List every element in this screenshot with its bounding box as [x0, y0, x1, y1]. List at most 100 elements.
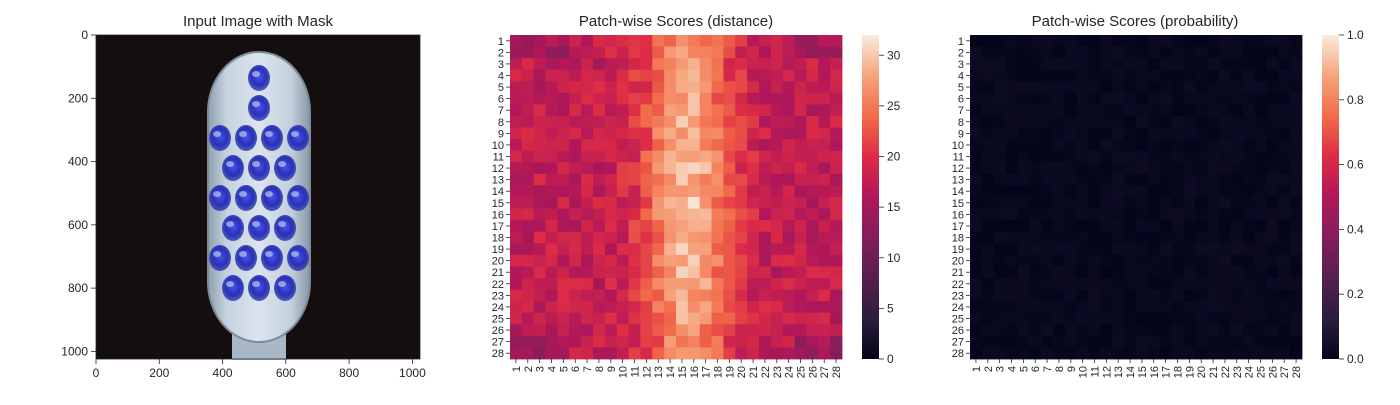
probability-cell — [1171, 266, 1184, 279]
distance-cell — [664, 46, 677, 59]
probability-cell — [1242, 208, 1255, 221]
probability-cell — [1124, 81, 1137, 94]
probability-cell — [1076, 197, 1089, 209]
distance-cell — [569, 266, 582, 279]
distance-cell — [794, 335, 807, 348]
distance-cell — [510, 324, 523, 337]
probability-y-tick-label: 4 — [958, 71, 964, 83]
probability-cell — [1147, 289, 1161, 302]
distance-cell — [569, 69, 582, 82]
probability-cell — [1242, 254, 1255, 267]
probability-cell — [1029, 220, 1042, 233]
bristle-highlight — [265, 191, 273, 197]
distance-cell — [640, 324, 653, 337]
probability-cell — [1254, 266, 1267, 279]
distance-cell — [652, 58, 665, 71]
distance-cell — [593, 185, 606, 198]
probability-cell — [1064, 231, 1078, 244]
probability-cell — [1207, 301, 1220, 314]
probability-cell — [1159, 208, 1172, 221]
probability-cell — [1005, 35, 1018, 47]
probability-cell — [1207, 220, 1220, 233]
probability-cell — [1124, 266, 1137, 279]
distance-cell — [510, 127, 523, 140]
probability-cell — [1230, 197, 1244, 209]
probability-cell — [1290, 46, 1303, 59]
probability-cell — [1041, 92, 1054, 105]
distance-cell — [628, 150, 641, 163]
probability-x-tick-label: 12 — [1101, 366, 1113, 378]
probability-cell — [1230, 173, 1244, 186]
probability-cell — [1041, 243, 1054, 256]
distance-cell — [759, 301, 772, 314]
distance-cell — [711, 104, 724, 117]
distance-cell — [557, 266, 570, 279]
probability-cell — [1207, 81, 1220, 94]
distance-cell — [676, 289, 689, 302]
probability-cell — [1195, 243, 1208, 256]
probability-cell — [1147, 127, 1161, 140]
distance-cell — [664, 197, 677, 209]
distance-cell — [723, 81, 736, 94]
bristle-tuft — [222, 155, 244, 181]
distance-cell — [510, 185, 523, 198]
bristle-highlight — [278, 281, 286, 287]
probability-cell — [1207, 104, 1220, 117]
distance-cell — [770, 266, 784, 279]
probability-cell — [1290, 35, 1303, 47]
distance-cell — [818, 266, 831, 279]
distance-colorbar-tick-label: 0 — [887, 352, 894, 366]
distance-cell — [616, 92, 629, 105]
probability-y-tick-label: 19 — [952, 244, 964, 256]
probability-cell — [1124, 312, 1137, 325]
bristle-tuft — [222, 215, 244, 241]
x-tick-label: 1000 — [399, 366, 426, 380]
distance-cell — [782, 301, 795, 314]
probability-cell — [1171, 162, 1184, 175]
distance-cell — [747, 46, 760, 59]
distance-cell — [735, 301, 748, 314]
probability-cell — [1124, 220, 1137, 233]
distance-cell — [545, 116, 558, 128]
probability-cell — [1076, 46, 1089, 59]
distance-cell — [818, 104, 831, 117]
probability-cell — [1195, 347, 1208, 360]
distance-cell — [545, 35, 558, 47]
probability-cell — [1171, 139, 1184, 152]
probability-cell — [1195, 301, 1208, 314]
distance-cell — [818, 301, 831, 314]
probability-cell — [1041, 312, 1054, 325]
bristle-highlight — [252, 161, 260, 167]
distance-cell — [581, 243, 594, 256]
probability-cell — [1230, 301, 1244, 314]
probability-cell — [1124, 35, 1137, 47]
probability-cell — [1100, 92, 1113, 105]
probability-cell — [1278, 173, 1291, 186]
distance-cell — [782, 69, 795, 82]
distance-y-tick-label: 15 — [492, 198, 504, 210]
distance-cell — [581, 312, 594, 325]
distance-cell — [794, 81, 807, 94]
distance-cell — [545, 220, 558, 233]
probability-cell — [1136, 243, 1149, 256]
probability-cell — [1183, 162, 1196, 175]
probability-cell — [1041, 301, 1054, 314]
probability-cell — [1266, 58, 1279, 71]
distance-cell — [640, 185, 653, 198]
x-tick-label: 400 — [213, 366, 233, 380]
distance-cell — [521, 266, 535, 279]
distance-cell — [818, 324, 831, 337]
probability-cell — [1017, 92, 1030, 105]
distance-cell — [782, 208, 795, 221]
probability-cell — [1088, 301, 1101, 314]
distance-cell — [699, 185, 712, 198]
distance-cell — [759, 220, 772, 233]
probability-colorbar-tick-label: 0.2 — [1347, 287, 1364, 301]
probability-cell — [1230, 81, 1244, 94]
distance-cell — [676, 208, 689, 221]
probability-x-tick-label: 27 — [1279, 366, 1291, 378]
probability-x-tick-label: 17 — [1161, 366, 1173, 378]
distance-cell — [676, 324, 689, 337]
probability-cell — [1112, 69, 1125, 82]
distance-cell — [687, 197, 701, 209]
